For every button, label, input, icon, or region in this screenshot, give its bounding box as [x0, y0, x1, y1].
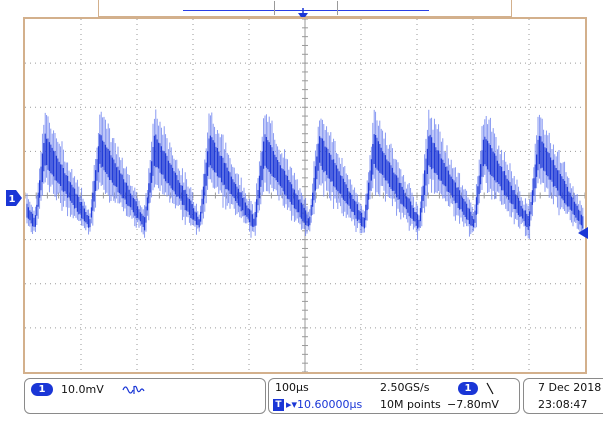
trigger-level-value: −7.80mV [447, 398, 499, 411]
channel-1-ground-marker-icon[interactable]: 1 [6, 190, 22, 206]
record-length: 10M points [380, 398, 441, 411]
channel-1-trace [26, 109, 584, 241]
time: 23:08:47 [538, 398, 588, 411]
channel-ground-label: 1 [9, 194, 16, 205]
channel-1-scale: 10.0mV [61, 383, 104, 396]
trigger-delay-badge: T [273, 399, 284, 411]
falling-edge-slope-icon [486, 382, 494, 395]
sample-rate: 2.50GS/s [380, 381, 430, 394]
horizontal-readout[interactable]: 100µs 2.50GS/s 1 T ▸▾10.60000µs 10M poin… [268, 378, 520, 414]
waveform-plot-frame[interactable] [23, 17, 587, 374]
bandwidth-limit-icon [122, 385, 145, 394]
horizontal-delay: ▸▾10.60000µs [286, 398, 363, 411]
channel-1-badge[interactable]: 1 [31, 383, 53, 396]
trace-core [26, 133, 584, 231]
date-time-readout: 7 Dec 2018 23:08:47 [523, 378, 603, 414]
trigger-level-marker-icon[interactable] [578, 227, 588, 239]
record-length-indicator [183, 10, 429, 11]
channel-1-readout[interactable]: 1 10.0mV [24, 378, 266, 414]
waveform-plot[interactable] [25, 19, 585, 372]
date: 7 Dec 2018 [538, 381, 602, 394]
trigger-source-badge[interactable]: 1 [458, 382, 478, 395]
timebase-scale: 100µs [275, 381, 309, 394]
visible-window-bracket[interactable] [274, 1, 338, 15]
graticule [25, 19, 585, 372]
